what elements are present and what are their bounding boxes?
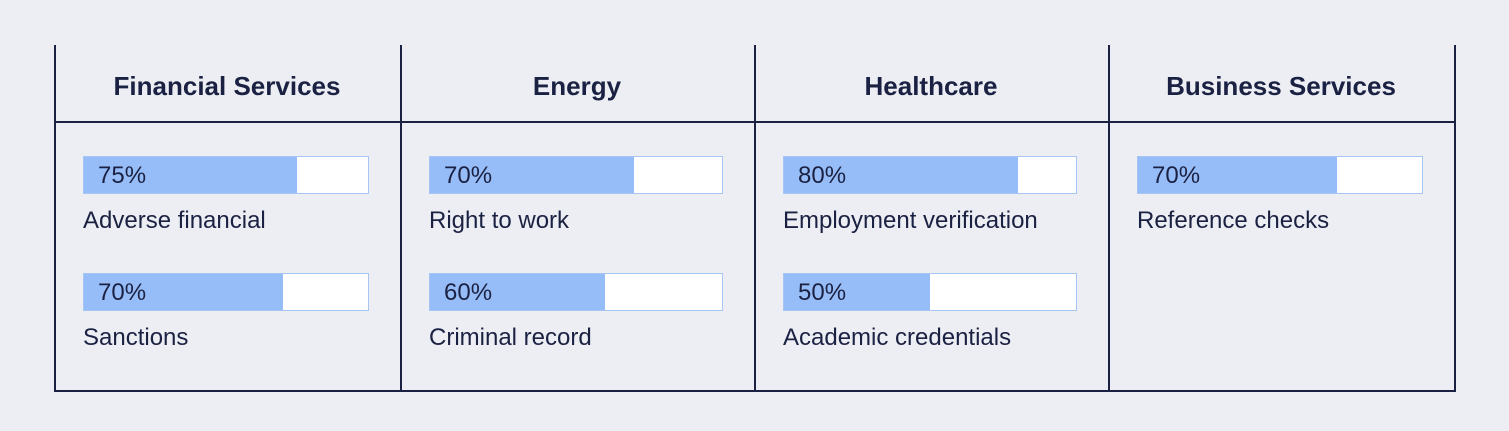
progress-fill xyxy=(1138,157,1337,193)
progress-track: 50% xyxy=(783,273,1077,311)
percent-label: 70% xyxy=(1152,162,1201,189)
item-label: Sanctions xyxy=(83,324,189,351)
progress-track: 80% xyxy=(783,156,1077,194)
percent-label: 75% xyxy=(98,162,147,189)
progress-fill xyxy=(784,274,930,310)
column-header: Energy xyxy=(532,71,622,101)
column-border xyxy=(754,45,756,392)
progress-fill xyxy=(84,157,297,193)
percent-label: 70% xyxy=(444,162,493,189)
percent-label: 50% xyxy=(798,279,847,306)
item-label: Academic credentials xyxy=(783,324,1012,351)
progress-track: 60% xyxy=(429,273,723,311)
percent-label: 60% xyxy=(444,279,493,306)
column-header: Business Services xyxy=(1166,71,1396,101)
percent-label: 80% xyxy=(798,162,847,189)
column-header: Healthcare xyxy=(864,71,998,101)
column-border xyxy=(1454,45,1456,392)
item-label: Employment verification xyxy=(783,207,1038,234)
item-label: Right to work xyxy=(429,207,570,234)
header-border xyxy=(54,121,1456,123)
progress-fill xyxy=(430,157,635,193)
item-label: Criminal record xyxy=(429,324,592,351)
progress-fill xyxy=(84,274,283,310)
progress-track: 70% xyxy=(429,156,723,194)
progress-track: 70% xyxy=(1137,156,1423,194)
percent-label: 70% xyxy=(98,279,147,306)
column-header: Financial Services xyxy=(113,71,341,101)
column-border xyxy=(400,45,402,392)
item-label: Reference checks xyxy=(1137,207,1330,234)
column-border xyxy=(1108,45,1110,392)
column-border xyxy=(54,45,56,392)
progress-fill xyxy=(430,274,606,310)
progress-track: 70% xyxy=(83,273,369,311)
item-label: Adverse financial xyxy=(83,207,266,234)
bottom-border xyxy=(54,390,1456,392)
progress-track: 75% xyxy=(83,156,369,194)
progress-fill xyxy=(784,157,1018,193)
